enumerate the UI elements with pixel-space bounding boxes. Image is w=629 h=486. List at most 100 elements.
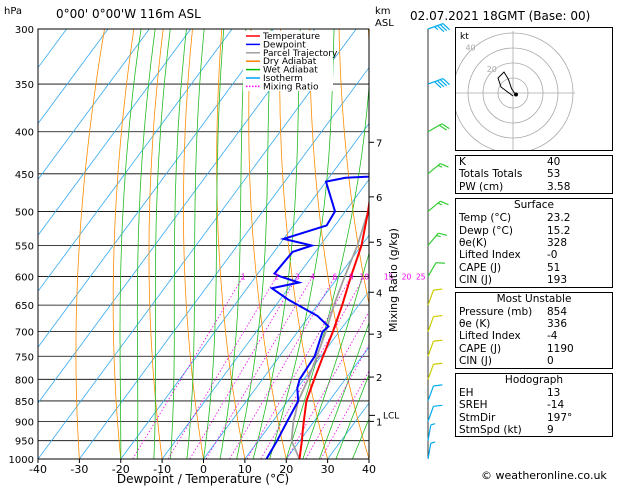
barb-flag [436,80,445,88]
barb-flag [438,124,448,131]
barb-staff [427,406,435,422]
temperature-tick-label: 0 [200,463,207,476]
row-label: SREH [459,399,488,412]
km-tick-label: 6 [376,193,382,204]
row-value: 15.2 [547,224,571,237]
hpa-unit-label: hPa [4,6,22,17]
mixing-ratio-tick-label: 25 [416,273,426,282]
mixing-ratio-tick-label: 1 [241,273,246,282]
row-value: 53 [547,168,561,181]
surface-title: Surface [513,199,554,212]
row-value: -4 [547,330,558,343]
mixing-ratio-line [229,276,336,459]
table-row: Dewp (°C) 15.2 [456,225,612,237]
profile-lines [265,175,369,459]
barb-flag [433,339,443,342]
table-row: PW (cm) 3.58 [456,181,612,193]
wind-barb [427,288,443,306]
wind-barb [427,404,443,422]
row-value: 854 [547,305,568,318]
indices-table: K 40 Totals Totals 53 PW (cm) 3.58 [456,156,612,193]
wet-adiabat-line [252,29,301,459]
temperature-line [298,197,369,459]
mixing-ratio-tick-label: 15 [384,273,394,282]
row-label: θe (K) [459,318,491,331]
barb-flag [433,384,443,387]
pressure-tick-label: 700 [15,328,34,339]
wind-barb [427,423,436,441]
barb-half-flag [434,26,439,31]
row-value: 0 [547,355,554,368]
row-label: Dewp (°C) [459,224,513,237]
barb-flag [433,404,443,407]
km-tick-label: 4 [376,288,382,299]
hodograph-chart: 20 40 kt [455,27,613,151]
lcl-label: LCL [383,411,399,421]
pressure-tick-label: 800 [15,375,34,386]
copyright-footer[interactable]: © weatheronline.co.uk [481,469,607,482]
row-label: K [459,156,466,168]
pressure-tick-label: 1000 [9,455,34,466]
isotherm-line [38,29,357,459]
mixing-ratio-axis-label: Mixing Ratio (g/kg) [387,228,400,332]
hodograph-trace [497,71,515,97]
wind-barb [427,314,443,332]
barb-flag [433,314,443,318]
table-row: SREH -14 [456,399,612,411]
wet-adiabat-line [335,373,369,459]
mixing-ratio-tick-label: 4 [310,273,315,282]
barb-flag [435,262,445,264]
table-row: θe(K) 328 [456,237,612,249]
x-axis-label: Dewpoint / Temperature (°C) [117,472,289,486]
row-label: Totals Totals [459,168,523,181]
barb-staff [427,316,435,332]
row-value: -14 [547,399,565,412]
location-title: 0°00' 0°00'W 116m ASL [56,7,201,21]
barb-flag [436,25,445,33]
pressure-tick-label: 350 [15,80,34,91]
surface-table: Temp (°C) 23.2 Dewp (°C) 15.2 θe(K) 328 Lifted… [456,212,612,286]
row-label: CAPE (J) [459,261,502,274]
wind-barb [427,162,449,175]
row-label: Temp (°C) [459,212,512,225]
barb-flag [433,288,443,291]
temperature-tick-label: 10 [238,463,252,476]
mixing-ratio-line [132,276,244,459]
mixing-ratio-line [205,276,313,459]
barb-flag [441,123,450,130]
wind-barbs [427,22,450,460]
row-label: Lifted Index [459,330,521,343]
km-tick-label: 5 [376,238,382,249]
wet-adiabat-line [186,29,205,459]
pressure-tick-label: 750 [15,352,34,363]
wind-barb [427,232,448,246]
temperature-tick-label: -30 [70,463,88,476]
most-unstable-title: Most Unstable [496,292,572,305]
pressure-tick-label: 600 [15,273,34,284]
wet-adiabat-line [219,29,247,459]
barb-flag [438,232,448,236]
table-row: Pressure (mb) 854 [456,306,612,318]
dry-adiabat-line [338,29,369,307]
dry-adiabat-line [216,29,246,459]
temperature-tick-label: 40 [362,463,376,476]
storm-motion-marker [514,92,518,97]
hodograph-title: Hodograph [504,373,564,386]
wet-adiabat-line [170,29,187,459]
hodograph-ring-label: 20 [487,65,497,74]
mixing-ratio-line [246,276,352,459]
barb-half-flag [437,202,443,206]
row-label: StmSpd (kt) [459,423,522,436]
km-unit-label: km [375,6,391,17]
dry-adiabat-line [148,29,164,459]
pressure-tick-label: 550 [15,241,34,252]
mixing-ratio-tick-label: 8 [349,273,354,282]
barb-flag [440,162,449,168]
temperature-tick-label: -10 [153,463,171,476]
row-label: CIN (J) [459,355,492,368]
barb-staff [427,443,432,460]
barb-half-flag [430,423,436,426]
mixing-ratio-tick-label: 20 [402,273,412,282]
